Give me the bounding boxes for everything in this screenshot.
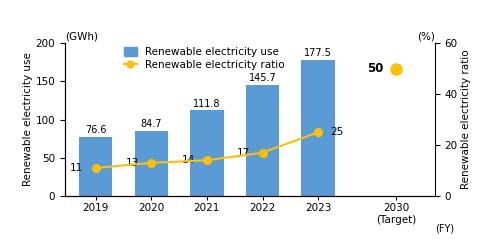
Text: 17: 17 — [237, 148, 250, 158]
Bar — [79, 137, 112, 196]
Text: (%): (%) — [417, 32, 435, 42]
Bar — [190, 110, 224, 196]
Text: 177.5: 177.5 — [304, 48, 332, 58]
Text: 11: 11 — [70, 163, 84, 173]
Text: 14: 14 — [182, 155, 194, 165]
Y-axis label: Renewable electricity ratio: Renewable electricity ratio — [460, 50, 470, 189]
Text: (FY): (FY) — [435, 223, 454, 234]
Text: 25: 25 — [330, 127, 344, 137]
Bar — [134, 131, 168, 196]
Legend: Renewable electricity use, Renewable electricity ratio: Renewable electricity use, Renewable ele… — [122, 45, 286, 72]
Text: 145.7: 145.7 — [248, 73, 276, 83]
Bar — [302, 60, 335, 196]
Bar — [246, 85, 279, 196]
Text: 13: 13 — [126, 158, 139, 168]
Y-axis label: Renewable electricity use: Renewable electricity use — [22, 53, 33, 186]
Text: 50: 50 — [368, 62, 384, 75]
Text: 76.6: 76.6 — [85, 125, 106, 136]
Text: (GWh): (GWh) — [65, 32, 98, 42]
Text: 111.8: 111.8 — [193, 98, 220, 109]
Text: 84.7: 84.7 — [140, 119, 162, 129]
